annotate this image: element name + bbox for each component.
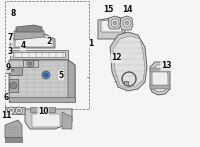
Text: 15: 15	[103, 5, 113, 15]
Circle shape	[10, 109, 12, 112]
Polygon shape	[9, 79, 18, 92]
Polygon shape	[16, 25, 42, 32]
Polygon shape	[9, 69, 14, 71]
Polygon shape	[6, 68, 10, 73]
Circle shape	[44, 73, 48, 77]
Polygon shape	[120, 16, 133, 30]
Polygon shape	[108, 16, 121, 29]
Text: 11: 11	[1, 112, 11, 121]
Text: 8: 8	[10, 10, 16, 19]
Polygon shape	[10, 34, 55, 48]
Polygon shape	[30, 107, 55, 112]
Polygon shape	[150, 62, 170, 95]
Polygon shape	[5, 137, 22, 142]
Text: 2: 2	[46, 36, 52, 46]
Text: 1: 1	[88, 40, 94, 49]
Polygon shape	[150, 68, 170, 72]
Circle shape	[27, 60, 34, 67]
Polygon shape	[5, 107, 25, 114]
Circle shape	[111, 19, 119, 27]
Text: 3: 3	[7, 46, 13, 56]
Polygon shape	[32, 114, 60, 127]
Text: 7: 7	[7, 34, 13, 42]
Bar	[5, 1, 89, 109]
Text: 6: 6	[3, 93, 9, 102]
Circle shape	[16, 107, 22, 114]
Polygon shape	[124, 81, 128, 85]
Circle shape	[10, 82, 17, 89]
Polygon shape	[14, 28, 44, 40]
Polygon shape	[101, 19, 122, 32]
Polygon shape	[68, 60, 75, 102]
Polygon shape	[62, 112, 72, 129]
Polygon shape	[9, 60, 75, 102]
Circle shape	[29, 62, 32, 65]
Text: 4: 4	[20, 41, 26, 51]
Polygon shape	[5, 120, 22, 138]
Polygon shape	[98, 17, 125, 39]
Circle shape	[113, 21, 117, 25]
Text: 9: 9	[5, 64, 11, 72]
Polygon shape	[10, 50, 68, 59]
Polygon shape	[15, 37, 53, 47]
Polygon shape	[9, 67, 22, 75]
Polygon shape	[23, 60, 38, 67]
Text: 5: 5	[58, 71, 64, 80]
Polygon shape	[150, 85, 170, 89]
Polygon shape	[13, 52, 65, 57]
Text: 10: 10	[38, 107, 48, 117]
Circle shape	[125, 21, 129, 25]
Text: 13: 13	[161, 61, 171, 71]
Circle shape	[42, 71, 50, 79]
Text: 14: 14	[122, 5, 132, 15]
Circle shape	[18, 109, 21, 112]
Circle shape	[8, 107, 14, 114]
Polygon shape	[9, 97, 75, 102]
Polygon shape	[110, 32, 147, 91]
Polygon shape	[152, 65, 168, 92]
Polygon shape	[113, 36, 145, 88]
Circle shape	[123, 19, 131, 27]
Text: 12: 12	[111, 54, 121, 62]
Polygon shape	[25, 109, 72, 129]
